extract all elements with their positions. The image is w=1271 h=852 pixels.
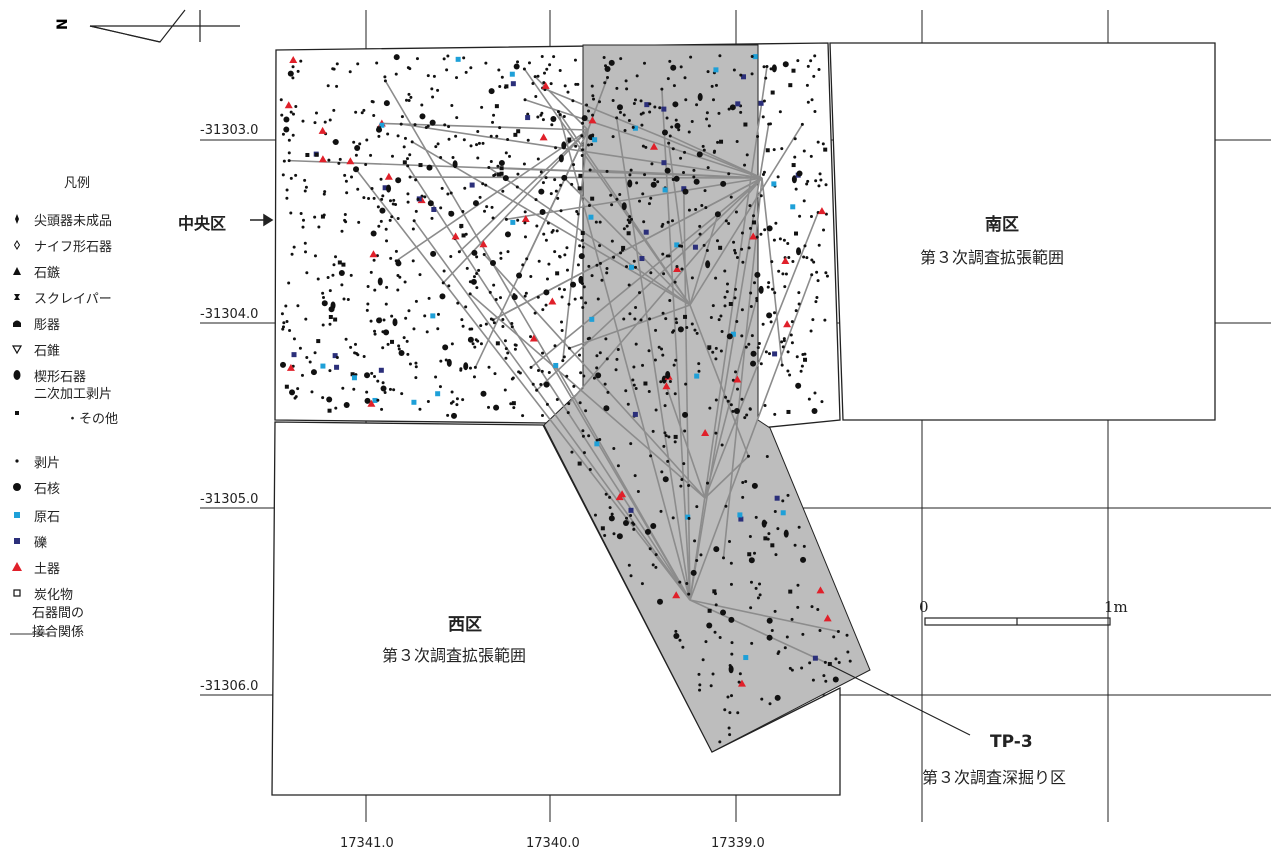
south-zone-subtitle: 第３次調査拡張範囲: [920, 248, 1065, 267]
north-label: N: [55, 18, 71, 30]
legend-item: スクレイパー: [0, 286, 112, 308]
legend-item: 剥片: [0, 450, 60, 472]
knife-tool-icon: [13, 240, 21, 250]
x-label-3: 17339.0: [711, 836, 765, 851]
retouched-flake-icon: [15, 411, 19, 415]
scraper-icon: [14, 294, 20, 300]
legend-item: 石核: [0, 476, 60, 498]
legend-item: 原石: [0, 504, 60, 526]
flake-icon: [15, 459, 19, 463]
charcoal-icon: [13, 589, 21, 597]
x-label-1: 17341.0: [340, 836, 394, 851]
refit-line-icon: [10, 633, 50, 635]
legend-item-label: 土器: [34, 561, 61, 577]
legend-item: 尖頭器未成品: [0, 208, 112, 230]
y-label-1: -31303.0: [200, 123, 259, 138]
legend-item-label: スクレイパー: [34, 291, 112, 307]
tp3-title: TP-3: [990, 732, 1033, 752]
pebble-icon: [14, 538, 20, 544]
legend-item-label: 石錐: [34, 343, 61, 359]
pottery-icon: [12, 562, 22, 571]
legend-item: 二次加工剥片 ・その他: [0, 387, 118, 427]
legend-item-label: 石鏃: [34, 265, 61, 281]
legend-item: 彫器: [0, 312, 60, 334]
scale-bar: [924, 617, 1111, 626]
refit-lines: [289, 66, 839, 664]
tp3-area: [543, 44, 871, 753]
central-arrow-icon: [250, 213, 274, 227]
wedge-tool-icon: [13, 370, 21, 380]
legend-item-label: 炭化物: [34, 587, 74, 603]
legend-item: ナイフ形石器: [0, 234, 112, 256]
central-zone-label: 中央区: [178, 214, 227, 233]
legend-item: 炭化物: [0, 582, 73, 604]
tp3-subtitle: 第３次調査深掘り区: [922, 768, 1067, 787]
legend-item-label: 彫器: [34, 317, 61, 333]
south-area: [829, 42, 1216, 421]
legend-item-label: 原石: [34, 509, 61, 525]
legend-title: 凡例: [64, 176, 91, 191]
legend-item-label: 剥片: [34, 455, 61, 471]
burin-icon: [13, 320, 21, 327]
x-label-2: 17340.0: [526, 836, 580, 851]
west-zone-title: 西区: [448, 615, 482, 635]
legend-item: 石鏃: [0, 260, 60, 282]
point-tool-icon: [15, 214, 19, 224]
legend-item: 楔形石器: [0, 364, 86, 386]
north-arrow-icon: [89, 9, 240, 43]
core-icon: [13, 483, 21, 491]
legend-item: 土器: [0, 556, 60, 578]
raw-stone-icon: [14, 512, 20, 518]
scale-end-label: 1m: [1104, 598, 1128, 616]
west-area: [271, 421, 841, 796]
west-zone-subtitle: 第３次調査拡張範囲: [382, 646, 527, 665]
y-label-3: -31305.0: [200, 492, 259, 507]
y-label-2: -31304.0: [200, 307, 259, 322]
tp3-leader-line: [829, 664, 971, 736]
scale-start-label: 0: [919, 598, 929, 616]
legend-item-label: 楔形石器: [34, 369, 87, 385]
legend-item-label: 石核: [34, 481, 61, 497]
legend-item: 礫: [0, 530, 47, 552]
legend-item-label: 石器間の 接合関係: [32, 606, 85, 640]
legend-item: 石器間の 接合関係: [0, 606, 84, 640]
south-zone-title: 南区: [985, 215, 1019, 235]
artifact-dots: [279, 54, 852, 744]
legend-item-label: ナイフ形石器: [34, 239, 113, 255]
legend-item-label: 礫: [34, 535, 48, 551]
y-label-4: -31306.0: [200, 679, 259, 694]
legend-item-label: 尖頭器未成品: [34, 213, 113, 229]
drill-icon: [11, 345, 23, 355]
arrowhead-icon: [13, 267, 21, 275]
legend-item: 石錐: [0, 338, 60, 360]
legend-item-label: 二次加工剥片 ・その他: [34, 387, 119, 427]
